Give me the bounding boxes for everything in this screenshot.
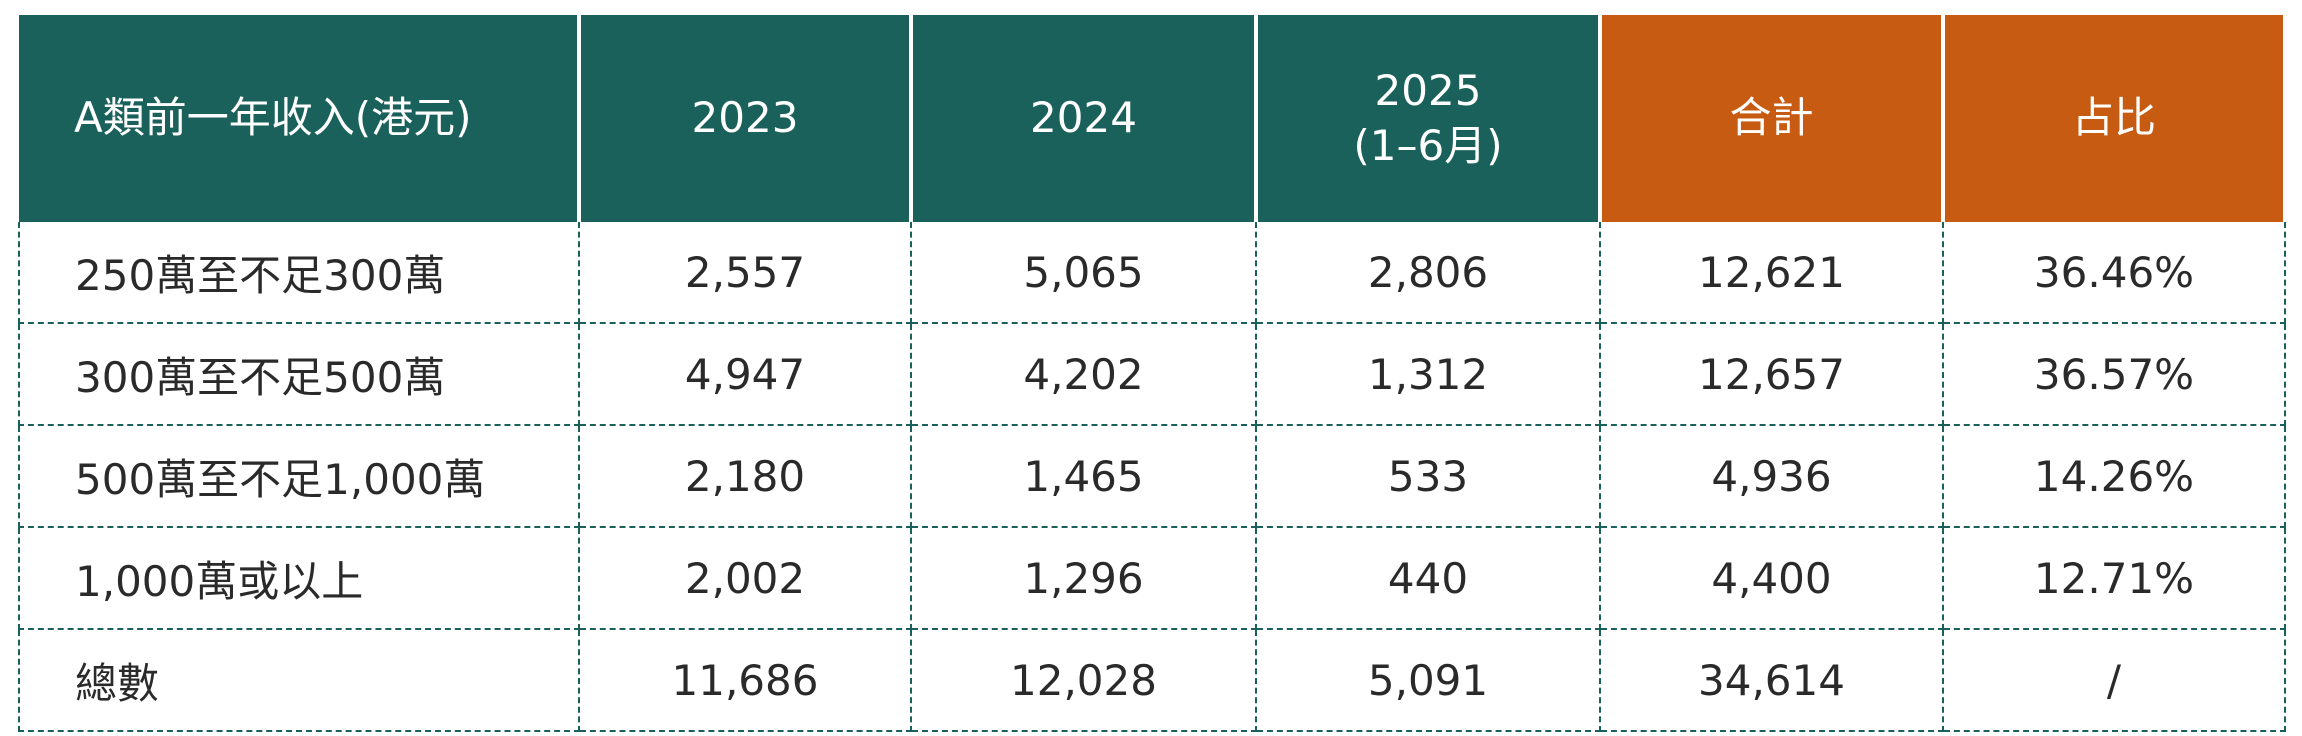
table-cell: 36.46% [1942,222,2286,324]
header-cell: 占比 [1941,15,2287,222]
table-cell: 1,465 [910,425,1257,528]
table-row: 總數 11,686 12,028 5,091 34,614/ [18,629,2286,732]
table-row: 300萬至不足500萬 4,947 4,202 1,312 12,657 36.57% [18,323,2286,426]
header-row: A類前一年收入(港元) 2023 2024 2025 (1–6月) 合計 占比 [19,15,2287,222]
table-cell: 5,065 [910,222,1257,324]
header-cell: 合計 [1598,15,1945,222]
table-cell: 1,296 [910,527,1257,630]
table-cell: 4,947 [578,323,912,426]
row-label: 300萬至不足500萬 [18,323,580,426]
table-cell: 11,686 [578,629,912,732]
table-cell: 2,557 [578,222,912,324]
table-cell: 14.26% [1942,425,2286,528]
table-cell: 12.71% [1942,527,2286,630]
table-cell: 4,936 [1599,425,1944,528]
table-cell: 533 [1255,425,1601,528]
table-cell: 36.57% [1942,323,2286,426]
table-body: 250萬至不足300萬 2,557 5,065 2,806 12,621 36.46% 30… [18,222,2286,732]
table-cell: 4,202 [910,323,1257,426]
table-cell: 440 [1255,527,1601,630]
table-cell: 34,614 [1599,629,1944,732]
table-cell: 5,091 [1255,629,1601,732]
row-label: 250萬至不足300萬 [18,222,580,324]
income-table: A類前一年收入(港元) 2023 2024 2025 (1–6月) 合計 占比 250萬至… [18,15,2287,732]
row-label: 總數 [18,629,580,732]
table-container: A類前一年收入(港元) 2023 2024 2025 (1–6月) 合計 占比 250萬至… [18,15,2287,732]
header-cell: 2023 [577,15,913,222]
header-cell: A類前一年收入(港元) [19,15,581,222]
table-cell: / [1942,629,2286,732]
table-cell: 12,621 [1599,222,1944,324]
table-cell: 2,806 [1255,222,1601,324]
header-cell: 2024 [909,15,1258,222]
table-cell: 12,028 [910,629,1257,732]
table-cell: 2,002 [578,527,912,630]
table-cell: 4,400 [1599,527,1944,630]
row-label: 1,000萬或以上 [18,527,580,630]
table-cell: 12,657 [1599,323,1944,426]
table-cell: 2,180 [578,425,912,528]
table-row: 250萬至不足300萬 2,557 5,065 2,806 12,621 36.46% [18,222,2286,324]
table-row: 1,000萬或以上 2,002 1,296 440 4,400 12.71% [18,527,2286,630]
table-row: 500萬至不足1,000萬 2,180 1,465 533 4,936 14.26% [18,425,2286,528]
row-label: 500萬至不足1,000萬 [18,425,580,528]
table-cell: 1,312 [1255,323,1601,426]
header-cell: 2025 (1–6月) [1254,15,1602,222]
